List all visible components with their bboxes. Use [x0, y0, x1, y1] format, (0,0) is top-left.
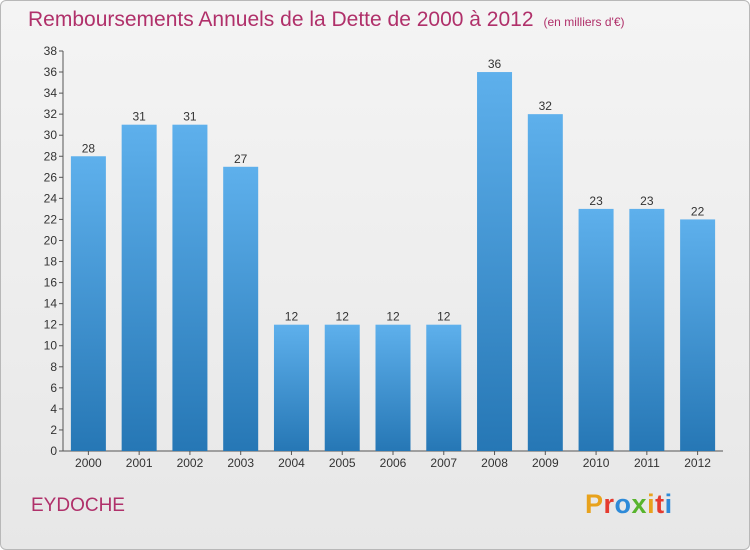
bar-2002: [172, 124, 208, 452]
bar-value-label: 32: [539, 99, 553, 113]
proxiti-logo: Proxiti: [585, 489, 673, 520]
bar-value-label: 23: [640, 194, 654, 208]
y-tick-label: 38: [44, 44, 58, 58]
y-tick-label: 6: [50, 381, 57, 395]
bar-value-label: 36: [488, 57, 502, 71]
x-tick-label: 2010: [583, 456, 610, 470]
y-tick-label: 16: [44, 276, 58, 290]
y-tick-label: 0: [50, 444, 57, 458]
x-tick-label: 2006: [380, 456, 407, 470]
logo-letter: i: [647, 489, 656, 519]
y-tick-label: 32: [44, 107, 58, 121]
chart-unit: (en milliers d'€): [543, 15, 625, 29]
logo-letter: r: [603, 489, 615, 519]
y-tick-label: 36: [44, 65, 58, 79]
y-tick-label: 30: [44, 128, 58, 142]
x-tick-label: 2008: [481, 456, 508, 470]
bar-value-label: 31: [132, 110, 146, 124]
x-tick-label: 2005: [329, 456, 356, 470]
bar-2012: [680, 219, 716, 451]
bar-2001: [121, 124, 157, 452]
bar-2006: [375, 324, 411, 451]
bar-2010: [578, 208, 614, 451]
y-tick-label: 26: [44, 170, 58, 184]
y-tick-label: 2: [50, 423, 57, 437]
bar-value-label: 12: [437, 310, 451, 324]
bar-value-label: 12: [285, 310, 299, 324]
x-tick-label: 2003: [227, 456, 254, 470]
y-tick-label: 22: [44, 212, 58, 226]
y-tick-label: 8: [50, 360, 57, 374]
y-tick-label: 20: [44, 233, 58, 247]
logo-letter: i: [664, 489, 673, 519]
bar-value-label: 27: [234, 152, 248, 166]
x-tick-label: 2009: [532, 456, 559, 470]
logo-letter: o: [614, 489, 632, 519]
logo-letter: x: [631, 489, 648, 519]
x-tick-label: 2004: [278, 456, 305, 470]
x-tick-label: 2000: [75, 456, 102, 470]
logo-letter: t: [655, 489, 665, 519]
bar-2011: [629, 208, 665, 451]
y-tick-label: 4: [50, 402, 57, 416]
bar-2008: [477, 72, 513, 451]
bar-value-label: 22: [691, 204, 705, 218]
y-tick-label: 14: [44, 297, 58, 311]
y-tick-label: 10: [44, 339, 58, 353]
y-tick-label: 28: [44, 149, 58, 163]
bar-value-label: 12: [386, 310, 400, 324]
y-tick-label: 34: [44, 86, 58, 100]
chart-title-text: Remboursements Annuels de la Dette de 20…: [28, 8, 534, 31]
x-tick-label: 2011: [634, 456, 660, 470]
bar-value-label: 31: [183, 110, 197, 124]
y-tick-label: 24: [44, 191, 58, 205]
x-tick-label: 2002: [177, 456, 204, 470]
commune-name: EYDOCHE: [31, 495, 125, 516]
bar-value-label: 28: [82, 141, 96, 155]
chart-title: Remboursements Annuels de la Dette de 20…: [28, 8, 625, 32]
y-tick-label: 12: [44, 318, 58, 332]
bar-2000: [70, 156, 106, 451]
bar-value-label: 23: [589, 194, 603, 208]
bar-2005: [324, 324, 360, 451]
bar-2009: [527, 114, 563, 451]
x-tick-label: 2001: [126, 456, 153, 470]
logo-letter: P: [585, 489, 604, 519]
bar-2003: [223, 166, 259, 451]
bar-value-label: 12: [336, 310, 350, 324]
x-tick-label: 2007: [430, 456, 457, 470]
bar-2004: [273, 324, 309, 451]
x-tick-label: 2012: [684, 456, 711, 470]
y-tick-label: 18: [44, 255, 58, 269]
bar-2007: [426, 324, 462, 451]
